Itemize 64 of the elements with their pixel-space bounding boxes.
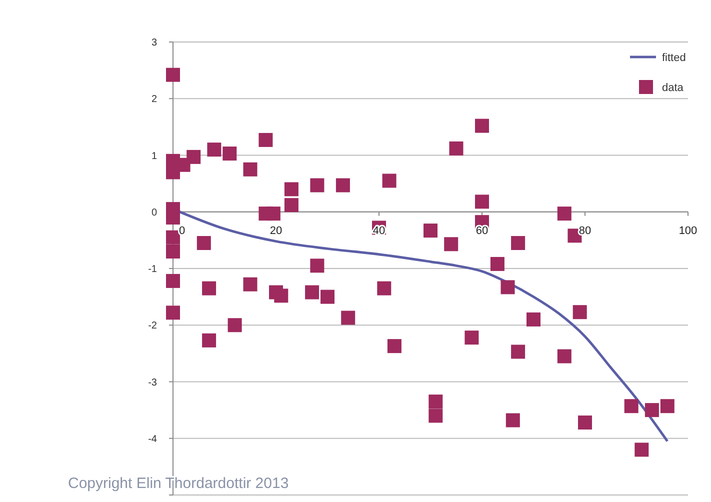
point (305, 285, 320, 300)
point (186, 150, 201, 164)
point (166, 230, 180, 244)
point (475, 118, 489, 133)
point (624, 399, 638, 414)
point (166, 274, 180, 288)
point (266, 206, 280, 221)
point (511, 344, 526, 359)
legend-label: fitted (662, 52, 686, 64)
x-tick-label: 40 (372, 224, 386, 237)
point (511, 236, 526, 250)
point (274, 288, 288, 303)
y-tick-label: -2 (148, 320, 158, 332)
point (202, 281, 216, 296)
point (428, 394, 443, 409)
point (310, 258, 324, 273)
point (336, 178, 350, 192)
point (444, 237, 458, 252)
point (382, 174, 396, 188)
y-tick-label: -3 (148, 377, 158, 388)
point (202, 333, 216, 348)
legend-label: data (662, 82, 684, 94)
y-tick-label: 3 (151, 38, 158, 48)
point (644, 403, 659, 418)
point (660, 399, 674, 414)
point (341, 310, 356, 325)
point (284, 198, 298, 212)
point (166, 306, 180, 320)
point (557, 349, 572, 364)
point (284, 182, 298, 196)
point (634, 442, 649, 457)
point (207, 142, 222, 157)
point (464, 330, 479, 345)
x-tick-label: 20 (270, 224, 282, 237)
point (557, 206, 572, 221)
x-tick-label: 100 (678, 224, 698, 237)
point (243, 277, 258, 292)
point (258, 132, 273, 147)
point (500, 280, 515, 294)
point (387, 339, 402, 354)
point (310, 178, 324, 192)
point (377, 281, 392, 296)
point (228, 318, 242, 332)
point (428, 408, 443, 423)
y-tick-label: 2 (151, 94, 158, 106)
y-tick-label: 0 (151, 207, 158, 218)
y-tick-label: -4 (148, 434, 158, 445)
point (490, 256, 504, 271)
point (166, 68, 180, 82)
point (222, 146, 237, 161)
y-tick-label: -1 (148, 264, 158, 275)
point (320, 290, 334, 304)
point (424, 224, 438, 238)
x-tick-label: 0 (178, 224, 186, 237)
y-tick-label: 1 (151, 150, 158, 162)
point (526, 312, 540, 326)
point (578, 416, 592, 430)
point (243, 162, 258, 176)
point (572, 305, 587, 320)
point (449, 141, 464, 156)
point (475, 194, 489, 209)
point (506, 413, 520, 428)
point (196, 236, 211, 250)
point (166, 244, 180, 259)
